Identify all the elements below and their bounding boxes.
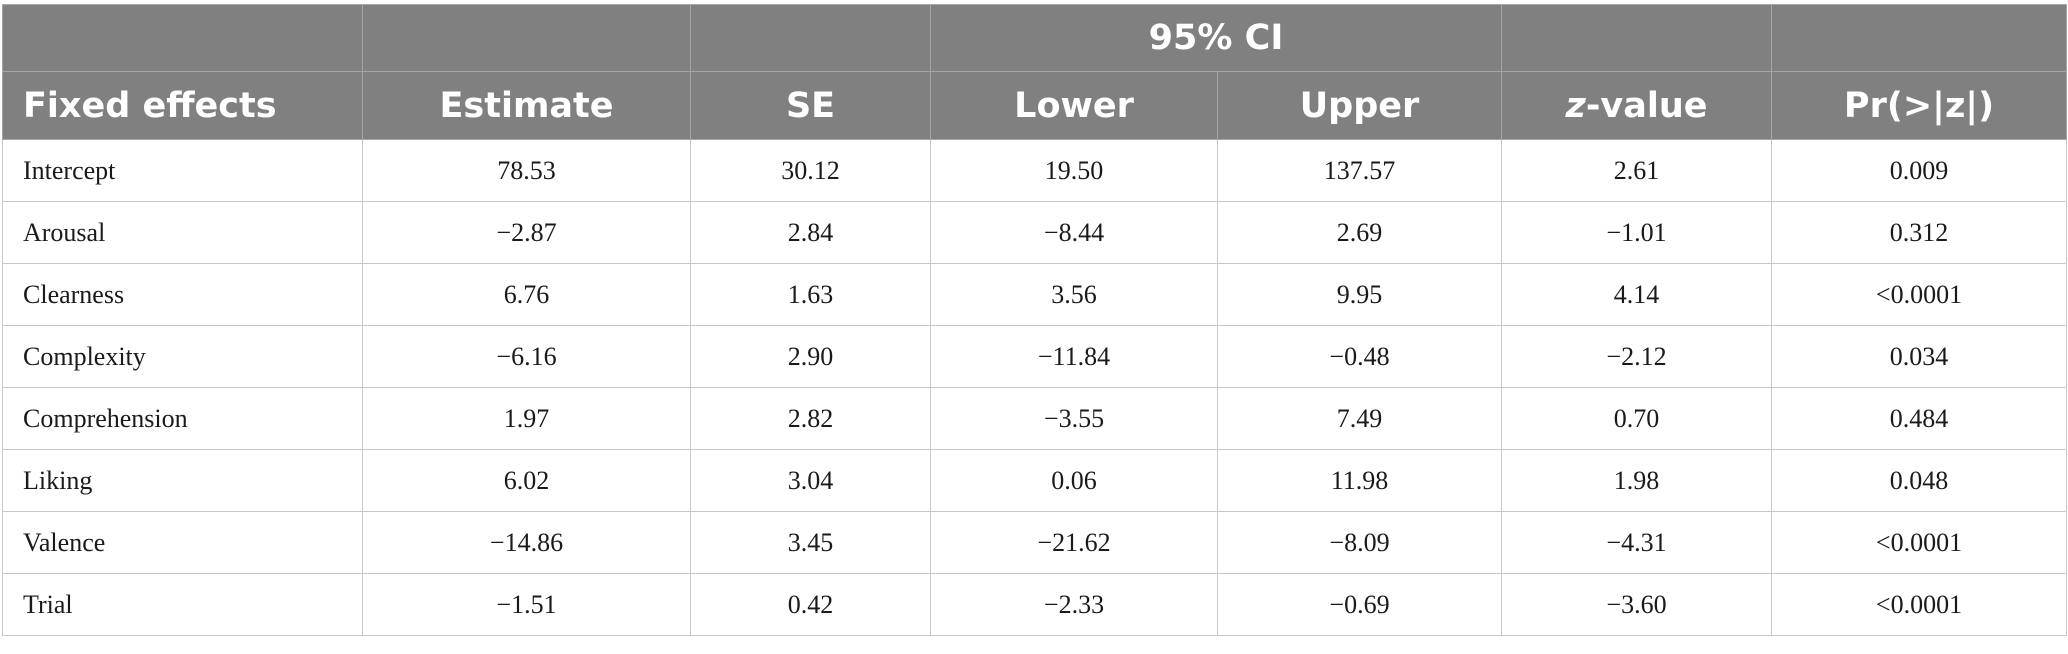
- header-spacer: [362, 4, 691, 72]
- cell-p-value: 0.034: [1771, 325, 2068, 388]
- cell-z-value: 2.61: [1501, 139, 1773, 202]
- col-header-fixed-effects: Fixed effects: [2, 71, 363, 140]
- cell-estimate: −14.86: [362, 511, 691, 574]
- cell-upper: 2.69: [1216, 201, 1503, 264]
- cell-effect: Liking: [2, 449, 363, 512]
- col-header-se: SE: [690, 71, 931, 140]
- table-row: Complexity −6.16 2.90 −11.84 −0.48 −2.12 0.034: [2, 325, 2068, 388]
- cell-estimate: 1.97: [362, 387, 691, 450]
- cell-estimate: −6.16: [362, 325, 691, 388]
- z-italic: z: [1565, 85, 1586, 126]
- cell-estimate: 6.02: [362, 449, 691, 512]
- cell-upper: −0.69: [1216, 573, 1503, 636]
- header-spacer: [1771, 4, 2068, 72]
- cell-lower: −21.62: [930, 511, 1218, 574]
- cell-lower: −3.55: [930, 387, 1218, 450]
- cell-p-value: 0.312: [1771, 201, 2068, 264]
- header-group-row: 95% CI: [2, 4, 2068, 72]
- cell-z-value: −4.31: [1501, 511, 1773, 574]
- table-body: Intercept 78.53 30.12 19.50 137.57 2.61 0.009 A…: [2, 139, 2068, 636]
- ci-group-header: 95% CI: [929, 4, 1503, 72]
- cell-lower: −11.84: [930, 325, 1218, 388]
- header-spacer: [1501, 4, 1773, 72]
- cell-p-value: 0.048: [1771, 449, 2068, 512]
- z-suffix: -value: [1585, 85, 1708, 126]
- cell-z-value: −2.12: [1501, 325, 1773, 388]
- header-spacer: [690, 4, 931, 72]
- col-header-estimate: Estimate: [362, 71, 691, 140]
- cell-effect: Arousal: [2, 201, 363, 264]
- cell-z-value: 0.70: [1501, 387, 1773, 450]
- cell-upper: 11.98: [1216, 449, 1503, 512]
- cell-effect: Trial: [2, 573, 363, 636]
- cell-upper: 137.57: [1216, 139, 1503, 202]
- fixed-effects-table: 95% CI Fixed effects Estimate SE Lower U…: [2, 4, 2068, 636]
- table-row: Intercept 78.53 30.12 19.50 137.57 2.61 0.009: [2, 139, 2068, 202]
- table-row: Valence −14.86 3.45 −21.62 −8.09 −4.31 <0.0001: [2, 511, 2068, 574]
- cell-z-value: 4.14: [1501, 263, 1773, 326]
- cell-p-value: <0.0001: [1771, 573, 2068, 636]
- table-row: Comprehension 1.97 2.82 −3.55 7.49 0.70 0.484: [2, 387, 2068, 450]
- header-spacer: [2, 4, 363, 72]
- cell-estimate: −2.87: [362, 201, 691, 264]
- col-header-p-value: Pr(>|z|): [1771, 71, 2068, 140]
- cell-upper: 9.95: [1216, 263, 1503, 326]
- cell-se: 1.63: [690, 263, 931, 326]
- cell-effect: Intercept: [2, 139, 363, 202]
- cell-se: 2.90: [690, 325, 931, 388]
- table-row: Clearness 6.76 1.63 3.56 9.95 4.14 <0.0001: [2, 263, 2068, 326]
- cell-se: 3.45: [690, 511, 931, 574]
- cell-lower: −8.44: [930, 201, 1218, 264]
- table-row: Liking 6.02 3.04 0.06 11.98 1.98 0.048: [2, 449, 2068, 512]
- cell-lower: −2.33: [930, 573, 1218, 636]
- cell-z-value: −3.60: [1501, 573, 1773, 636]
- table-row: Arousal −2.87 2.84 −8.44 2.69 −1.01 0.312: [2, 201, 2068, 264]
- cell-z-value: 1.98: [1501, 449, 1773, 512]
- cell-p-value: 0.009: [1771, 139, 2068, 202]
- cell-effect: Comprehension: [2, 387, 363, 450]
- cell-p-value: <0.0001: [1771, 263, 2068, 326]
- table-row: Trial −1.51 0.42 −2.33 −0.69 −3.60 <0.0001: [2, 573, 2068, 636]
- header-column-row: Fixed effects Estimate SE Lower Upper z-…: [2, 71, 2068, 140]
- cell-effect: Clearness: [2, 263, 363, 326]
- cell-upper: −0.48: [1216, 325, 1503, 388]
- cell-p-value: <0.0001: [1771, 511, 2068, 574]
- cell-lower: 3.56: [930, 263, 1218, 326]
- cell-lower: 19.50: [930, 139, 1218, 202]
- cell-estimate: −1.51: [362, 573, 691, 636]
- cell-se: 2.84: [690, 201, 931, 264]
- col-header-lower: Lower: [930, 71, 1218, 140]
- col-header-z-value: z-value: [1501, 71, 1773, 140]
- col-header-upper: Upper: [1216, 71, 1503, 140]
- cell-estimate: 6.76: [362, 263, 691, 326]
- table-header: 95% CI Fixed effects Estimate SE Lower U…: [2, 4, 2068, 140]
- cell-z-value: −1.01: [1501, 201, 1773, 264]
- cell-effect: Valence: [2, 511, 363, 574]
- cell-p-value: 0.484: [1771, 387, 2068, 450]
- cell-se: 3.04: [690, 449, 931, 512]
- cell-se: 2.82: [690, 387, 931, 450]
- cell-lower: 0.06: [930, 449, 1218, 512]
- cell-se: 0.42: [690, 573, 931, 636]
- cell-se: 30.12: [690, 139, 931, 202]
- cell-upper: 7.49: [1216, 387, 1503, 450]
- cell-effect: Complexity: [2, 325, 363, 388]
- cell-upper: −8.09: [1216, 511, 1503, 574]
- cell-estimate: 78.53: [362, 139, 691, 202]
